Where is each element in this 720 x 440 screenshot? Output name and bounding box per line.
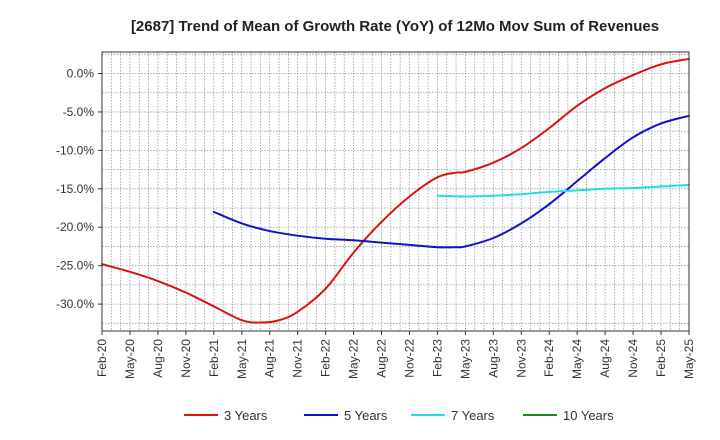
legend-label-5-years: 5 Years [344,408,388,423]
x-tick-label: Aug-24 [598,339,612,378]
x-tick-label: Feb-24 [542,339,556,377]
y-tick-label: -20.0% [56,220,94,234]
legend: 3 Years 5 Years 7 Years 10 Years [184,408,614,423]
x-tick-label: May-25 [682,339,696,379]
legend-label-3-years: 3 Years [224,408,268,423]
y-tick-label: -15.0% [56,182,94,196]
x-tick-label: Nov-21 [291,339,305,378]
x-tick-label: Aug-21 [263,339,277,378]
series-line-5-years [212,114,690,249]
y-tick-label: -5.0% [63,105,95,119]
legend-label-7-years: 7 Years [451,408,495,423]
series-line-7-years [436,183,690,198]
x-tick-label: Aug-22 [375,339,389,378]
x-tick-label: Nov-24 [626,339,640,378]
x-axis-ticks: Feb-20 May-20 Aug-20 Nov-20 Feb-21 May-21 Aug-… [95,331,696,379]
x-tick-label: May-21 [235,339,249,379]
x-tick-label: May-23 [458,339,472,379]
x-tick-label: Feb-20 [95,339,109,377]
x-tick-label: Feb-25 [654,339,668,377]
x-tick-label: Feb-23 [430,339,444,377]
y-axis-ticks: 0.0% -5.0% -10.0% -15.0% -20.0% -25.0% -30.0% [56,67,102,311]
y-tick-label: -25.0% [56,259,94,273]
x-tick-label: Aug-20 [151,339,165,378]
x-tick-label: Feb-21 [207,339,221,377]
x-tick-label: Nov-23 [514,339,528,378]
x-tick-label: May-22 [347,339,361,379]
grid [101,52,690,331]
x-tick-label: Aug-23 [486,339,500,378]
x-tick-label: Nov-22 [402,339,416,378]
legend-label-10-years: 10 Years [563,408,614,423]
x-tick-label: Nov-20 [179,339,193,378]
x-tick-label: May-20 [123,339,137,379]
x-tick-label: Feb-22 [319,339,333,377]
plot-border [101,51,690,332]
series-line-3-years [101,57,690,324]
plot-frame [101,51,690,332]
y-tick-label: -30.0% [56,297,94,311]
chart-title: [2687] Trend of Mean of Growth Rate (YoY… [131,18,659,35]
y-tick-label: -10.0% [56,143,94,157]
plot-background [102,52,689,331]
x-tick-label: May-24 [570,339,584,379]
y-tick-label: 0.0% [67,67,95,81]
series-lines [101,57,690,324]
